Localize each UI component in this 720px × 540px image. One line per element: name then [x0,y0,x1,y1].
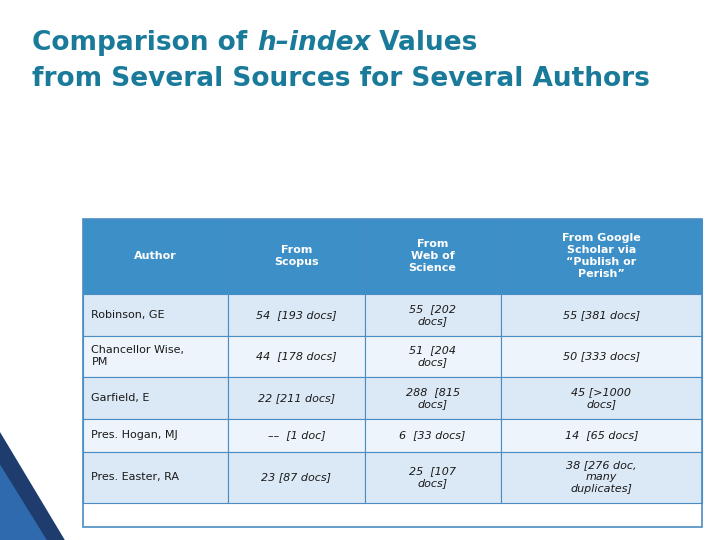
Text: Values: Values [370,30,477,56]
Text: 55 [381 docs]: 55 [381 docs] [563,310,640,320]
Text: From
Web of
Science: From Web of Science [409,239,456,273]
Text: Garfield, E: Garfield, E [91,393,150,403]
Text: 51  [204
docs]: 51 [204 docs] [409,346,456,367]
Text: 288  [815
docs]: 288 [815 docs] [405,387,459,409]
Text: Pres. Easter, RA: Pres. Easter, RA [91,472,179,482]
Text: 50 [333 docs]: 50 [333 docs] [563,352,640,361]
Text: From Google
Scholar via
“Publish or
Perish”: From Google Scholar via “Publish or Peri… [562,233,641,279]
Text: 38 [276 doc,
many
duplicates]: 38 [276 doc, many duplicates] [566,461,636,495]
Text: Pres. Hogan, MJ: Pres. Hogan, MJ [91,430,178,441]
Text: 22 [211 docs]: 22 [211 docs] [258,393,335,403]
Text: From
Scopus: From Scopus [274,245,319,267]
Text: 14  [65 docs]: 14 [65 docs] [564,430,638,441]
Text: 6  [33 docs]: 6 [33 docs] [400,430,466,441]
Text: 23 [87 docs]: 23 [87 docs] [261,472,331,482]
Text: ––  [1 doc]: –– [1 doc] [268,430,325,441]
Text: 54  [193 docs]: 54 [193 docs] [256,310,337,320]
Text: Comparison of: Comparison of [32,30,257,56]
Text: from Several Sources for Several Authors: from Several Sources for Several Authors [32,66,650,92]
Text: Robinson, GE: Robinson, GE [91,310,165,320]
Text: 44  [178 docs]: 44 [178 docs] [256,352,337,361]
Text: Author: Author [134,252,177,261]
Text: 45 [>1000
docs]: 45 [>1000 docs] [572,387,631,409]
Text: 25  [107
docs]: 25 [107 docs] [409,467,456,488]
Text: Chancellor Wise,
PM: Chancellor Wise, PM [91,346,184,367]
Text: 55  [202
docs]: 55 [202 docs] [409,304,456,326]
Text: h–index: h–index [257,30,370,56]
